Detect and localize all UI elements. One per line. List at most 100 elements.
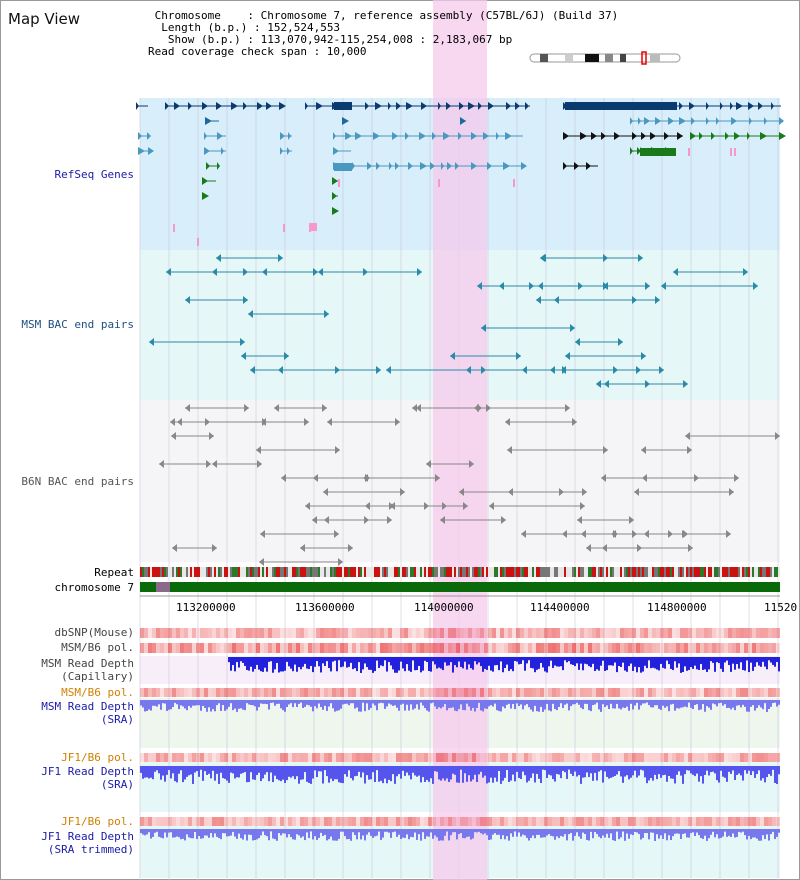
- pol-band-cell: [224, 753, 228, 762]
- depth-bar: [380, 700, 382, 703]
- depth-bar: [302, 766, 304, 780]
- pol-band-cell: [352, 643, 356, 653]
- repeat-cell: [432, 567, 434, 577]
- depth-bar: [344, 766, 346, 775]
- repeat-cell: [542, 567, 544, 577]
- depth-bar: [642, 657, 644, 672]
- depth-bar: [320, 766, 322, 772]
- depth-bar: [594, 700, 596, 705]
- pol-band-cell: [728, 753, 732, 762]
- depth-bar: [222, 829, 224, 834]
- depth-bar: [406, 766, 408, 773]
- depth-bar: [422, 829, 424, 833]
- depth-bar: [182, 766, 184, 783]
- pol-band-cell: [348, 628, 352, 638]
- pol-band-cell: [172, 817, 176, 826]
- depth-bar: [598, 700, 600, 710]
- depth-bar: [600, 829, 602, 839]
- pol-band-cell: [200, 817, 204, 826]
- depth-bar: [294, 829, 296, 840]
- depth-bar: [728, 829, 730, 836]
- label-msm-b6-pol-1[interactable]: MSM/B6 pol.: [61, 641, 134, 654]
- depth-bar: [234, 829, 236, 837]
- pol-band-cell: [316, 628, 320, 638]
- depth-bar: [384, 657, 386, 661]
- pol-band-cell: [728, 817, 732, 826]
- label-msm-b6-pol-2[interactable]: MSM/B6 pol.: [61, 686, 134, 699]
- depth-bar: [294, 766, 296, 780]
- depth-bar: [214, 829, 216, 834]
- label-msm-depth-sra[interactable]: MSM Read Depth (SRA): [0, 700, 134, 726]
- depth-bar: [758, 657, 760, 666]
- depth-bar: [564, 657, 566, 661]
- pol-band-cell: [728, 628, 732, 638]
- pol-band-cell: [396, 753, 400, 762]
- label-jf1-b6-pol-1[interactable]: JF1/B6 pol.: [61, 751, 134, 764]
- depth-bar: [758, 766, 760, 771]
- pol-band-cell: [468, 817, 472, 826]
- depth-bar: [352, 657, 354, 670]
- info-span: Read coverage check span : 10,000: [148, 45, 367, 58]
- repeat-cell: [156, 567, 158, 577]
- label-b6n-bac[interactable]: B6N BAC end pairs: [21, 475, 134, 488]
- depth-bar: [612, 829, 614, 841]
- repeat-cell: [298, 567, 300, 577]
- depth-bar: [392, 829, 394, 833]
- label-line: JF1 Read Depth: [41, 830, 134, 843]
- depth-bar: [622, 766, 624, 783]
- depth-bar: [216, 766, 218, 774]
- b6n-bac-pairs-track[interactable]: [159, 404, 780, 566]
- gene-exon: [711, 132, 715, 140]
- depth-bar: [234, 766, 236, 779]
- pol-band-cell: [460, 643, 464, 653]
- depth-bar: [676, 657, 678, 668]
- pol-band-cell: [592, 817, 596, 826]
- depth-bar: [482, 766, 484, 778]
- repeat-cell: [464, 567, 466, 577]
- depth-bar: [518, 766, 520, 778]
- repeat-cell: [472, 567, 474, 577]
- depth-bar: [330, 700, 332, 704]
- pol-band-cell: [448, 753, 452, 762]
- depth-bar: [290, 657, 292, 669]
- label-dbsnp[interactable]: dbSNP(Mouse): [54, 626, 134, 639]
- label-jf1-b6-pol-2[interactable]: JF1/B6 pol.: [61, 815, 134, 828]
- pol-band-cell: [220, 628, 224, 638]
- depth-bar: [680, 700, 682, 708]
- msm-bac-pairs-track[interactable]: [149, 254, 758, 388]
- refseq-genes-track[interactable]: [136, 102, 786, 246]
- repeat-cell: [226, 567, 228, 577]
- repeat-cell: [508, 567, 510, 577]
- msm-bac-pair-end: [335, 366, 340, 374]
- pol-band-cell: [652, 753, 656, 762]
- chromosome-ideogram[interactable]: [529, 51, 681, 65]
- depth-bar: [776, 829, 778, 837]
- depth-bar: [642, 766, 644, 771]
- depth-bar: [520, 700, 522, 705]
- pol-band-cell: [584, 628, 588, 638]
- pol-band-cell: [776, 628, 780, 638]
- repeat-cell: [396, 567, 398, 577]
- depth-bar: [312, 700, 314, 712]
- label-msm-bac[interactable]: MSM BAC end pairs: [21, 318, 134, 331]
- repeat-cell: [272, 567, 274, 577]
- msm-bac-pair-end: [386, 366, 391, 374]
- label-jf1-depth-trim[interactable]: JF1 Read Depth (SRA trimmed): [0, 830, 134, 856]
- label-refseq-genes[interactable]: RefSeq Genes: [54, 168, 134, 181]
- pol-band-cell: [604, 753, 608, 762]
- depth-bar: [328, 766, 330, 783]
- label-jf1-depth-sra[interactable]: JF1 Read Depth (SRA): [0, 765, 134, 791]
- depth-bar: [552, 700, 554, 704]
- repeat-cell: [388, 567, 390, 577]
- depth-bar: [304, 766, 306, 773]
- pol-band-cell: [612, 753, 616, 762]
- highlight-region[interactable]: [433, 0, 487, 880]
- depth-bar: [736, 700, 738, 706]
- label-msm-depth-cap[interactable]: MSM Read Depth (Capillary): [0, 657, 134, 683]
- axis-tick: 114800000: [647, 601, 707, 614]
- repeat-cell: [232, 567, 234, 577]
- depth-bar: [672, 829, 674, 837]
- depth-bar: [640, 829, 642, 840]
- pol-band-cell: [504, 753, 508, 762]
